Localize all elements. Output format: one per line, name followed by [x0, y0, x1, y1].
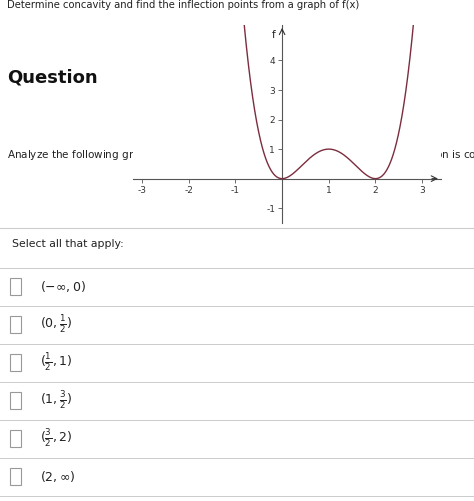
Text: Determine concavity and find the inflection points from a graph of f(x): Determine concavity and find the inflect… — [7, 0, 359, 10]
Text: Question: Question — [7, 69, 98, 86]
Text: Select all that apply:: Select all that apply: — [12, 239, 124, 249]
Text: Analyze the following graph of $f(x)$. Select all of the intervals over which th: Analyze the following graph of $f(x)$. S… — [7, 148, 474, 162]
Text: $(-\infty, 0)$: $(-\infty, 0)$ — [40, 279, 86, 294]
Text: $(1, \frac{3}{2})$: $(1, \frac{3}{2})$ — [40, 390, 73, 411]
Text: $(\frac{1}{2}, 1)$: $(\frac{1}{2}, 1)$ — [40, 352, 73, 374]
Text: $(0, \frac{1}{2})$: $(0, \frac{1}{2})$ — [40, 314, 73, 336]
Text: f: f — [272, 30, 275, 40]
Text: $(2, \infty)$: $(2, \infty)$ — [40, 469, 76, 484]
Text: $(\frac{3}{2}, 2)$: $(\frac{3}{2}, 2)$ — [40, 427, 73, 449]
